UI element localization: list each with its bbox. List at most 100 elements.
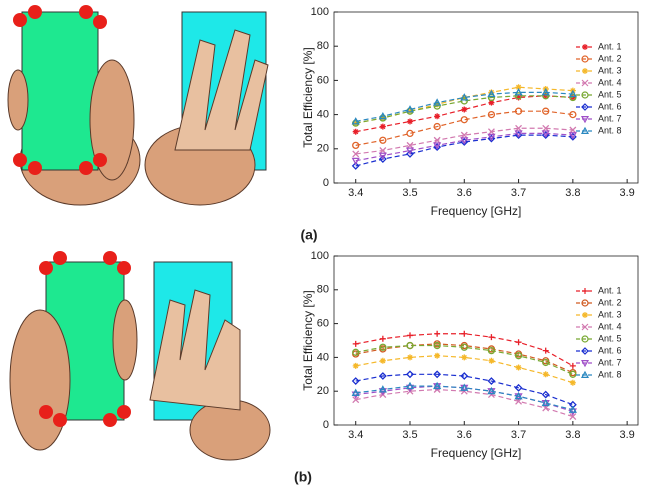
legend-label: Ant. 2: [598, 297, 622, 307]
data-point: [514, 352, 523, 360]
data-point: [351, 377, 360, 385]
data-point: [514, 383, 523, 392]
legend-label: Ant. 4: [598, 321, 622, 331]
data-point: [488, 99, 495, 106]
y-tick-label: 40: [317, 109, 329, 121]
data-point: [352, 362, 359, 369]
data-point: [433, 341, 441, 350]
data-point: [541, 398, 550, 407]
y-tick-label: 60: [317, 74, 329, 86]
legend-marker: [581, 347, 589, 355]
y-tick-label: 0: [323, 177, 329, 189]
data-point: [378, 372, 387, 380]
data-point: [568, 132, 577, 140]
data-point: [379, 123, 386, 130]
data-point: [515, 84, 522, 91]
legend-marker: [580, 360, 590, 368]
data-point: [515, 94, 522, 101]
data-point: [460, 137, 469, 145]
data-point: [406, 150, 414, 158]
illustration-a: [7, 5, 269, 206]
data-point: [461, 354, 468, 361]
x-tick-label: 3.8: [565, 187, 580, 199]
legend-marker: [580, 116, 590, 124]
y-tick-label: 60: [317, 318, 329, 330]
data-point: [406, 370, 414, 379]
legend-label: Ant. 6: [598, 101, 622, 111]
series-line: [355, 343, 574, 374]
legend-label: Ant. 5: [598, 89, 622, 99]
data-point: [434, 113, 441, 120]
data-point: [568, 405, 577, 413]
data-point: [569, 126, 577, 134]
plot-frame: [333, 255, 639, 426]
data-point: [515, 124, 523, 132]
legend-label: Ant. 8: [598, 125, 622, 135]
legend-marker: [581, 335, 589, 343]
y-tick-label: 20: [317, 143, 329, 155]
data-point: [406, 341, 414, 350]
data-point: [488, 357, 495, 364]
data-point: [515, 339, 522, 346]
data-point: [433, 98, 442, 106]
data-point: [433, 370, 442, 379]
data-point: [352, 150, 360, 158]
series-line: [355, 91, 573, 123]
series-line: [355, 333, 574, 367]
y-axis-label: Total Efficiency [%]: [301, 47, 315, 148]
data-point: [352, 120, 359, 127]
data-point: [351, 157, 360, 166]
data-point: [351, 388, 360, 396]
x-tick-label: 3.8: [565, 429, 580, 441]
data-point: [433, 381, 442, 390]
legend-marker: [580, 126, 590, 134]
data-point: [434, 352, 441, 359]
data-point: [488, 334, 495, 341]
series-line: [355, 344, 574, 375]
data-point: [487, 128, 495, 136]
x-tick-label: 3.9: [619, 187, 634, 199]
legend-label: Ant. 2: [598, 53, 622, 63]
x-tick-label: 3.6: [457, 429, 472, 441]
data-point: [542, 107, 550, 115]
data-point: [460, 93, 469, 101]
y-tick-label: 100: [311, 6, 329, 18]
data-point: [460, 116, 468, 124]
y-tick-label: 100: [311, 250, 329, 262]
x-tick-label: 3.6: [457, 187, 472, 199]
series-line: [355, 127, 573, 155]
y-axis-label: Total Efficiency [%]: [301, 290, 315, 391]
legend-marker: [582, 288, 588, 294]
data-point: [378, 152, 387, 160]
data-point: [461, 106, 468, 113]
y-tick-label: 80: [317, 284, 329, 296]
data-point: [379, 136, 387, 144]
data-point: [352, 340, 359, 347]
data-point: [515, 397, 523, 405]
series-line: [355, 95, 573, 124]
legend-marker: [581, 91, 589, 99]
x-axis-label: Frequency [GHz]: [431, 446, 522, 460]
data-point: [514, 130, 523, 138]
data-point: [487, 111, 496, 119]
data-point: [405, 105, 415, 113]
legend-label: Ant. 3: [598, 65, 622, 75]
data-point: [487, 386, 496, 395]
legend-label: Ant. 1: [598, 41, 622, 51]
data-point: [352, 348, 360, 356]
y-tick-label: 80: [317, 40, 329, 52]
data-point: [407, 354, 413, 361]
y-tick-label: 0: [323, 419, 329, 431]
legend-label: Ant. 8: [598, 369, 622, 379]
data-point: [568, 89, 577, 98]
legend-marker: [581, 323, 589, 331]
data-point: [569, 379, 576, 386]
x-axis-label: Frequency [GHz]: [431, 204, 522, 218]
legend-label: Ant. 5: [598, 333, 622, 343]
data-point: [407, 108, 413, 115]
data-point: [379, 335, 386, 342]
data-point: [541, 390, 550, 399]
legend-label: Ant. 7: [598, 113, 622, 123]
series-line: [355, 110, 573, 146]
